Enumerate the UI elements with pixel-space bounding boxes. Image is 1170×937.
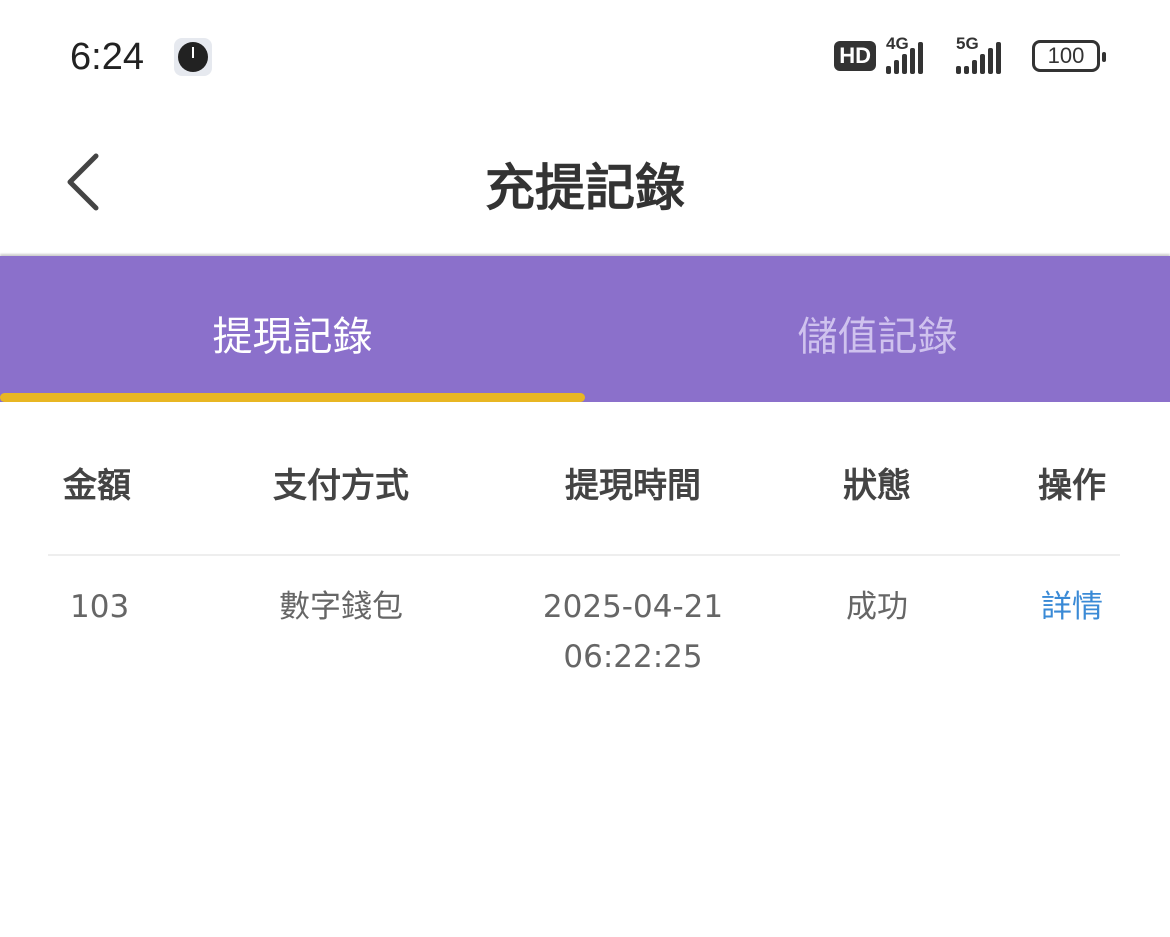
cell-date: 2025-04-21 [542,589,724,625]
col-action: 操作 [1038,466,1106,506]
col-status: 狀態 [843,466,911,506]
details-link[interactable]: 詳情 [1041,589,1103,625]
tab-withdraw-records[interactable]: 提現記錄 [212,314,373,360]
signal-5g-icon: 5G [956,34,1022,74]
cell-time: 2025-04-21 06:22:25 [543,582,723,682]
app-header: 充提記錄 [0,110,1170,256]
col-method: 支付方式 [273,466,409,506]
status-bar: 6:24 HD 4G 5G 100 [0,0,1170,110]
tab-deposit-records[interactable]: 儲值記錄 [797,314,958,360]
clock-app-icon [174,38,212,76]
net-label: 4G [886,34,909,53]
battery-icon: 100 [1032,40,1106,72]
battery-level: 100 [1047,43,1085,68]
cell-amount: 103 [70,589,130,625]
cell-method: 數字錢包 [279,589,403,625]
hd-voice-icon: HD [834,41,876,71]
col-time: 提現時間 [565,466,701,506]
chevron-left-icon [67,153,99,211]
tab-bar: 提現記錄 儲值記錄 [0,256,1170,402]
table-header: 金額 支付方式 提現時間 狀態 操作 [48,456,1120,556]
net-label: 5G [956,34,979,53]
page-title: 充提記錄 [485,159,685,217]
col-amount: 金額 [63,466,131,506]
cell-clock: 06:22:25 [563,639,703,675]
cell-status: 成功 [846,589,908,625]
active-tab-indicator [0,393,585,402]
back-button[interactable] [60,148,110,218]
status-time: 6:24 [70,36,144,78]
signal-4g-icon: 4G [886,34,936,74]
